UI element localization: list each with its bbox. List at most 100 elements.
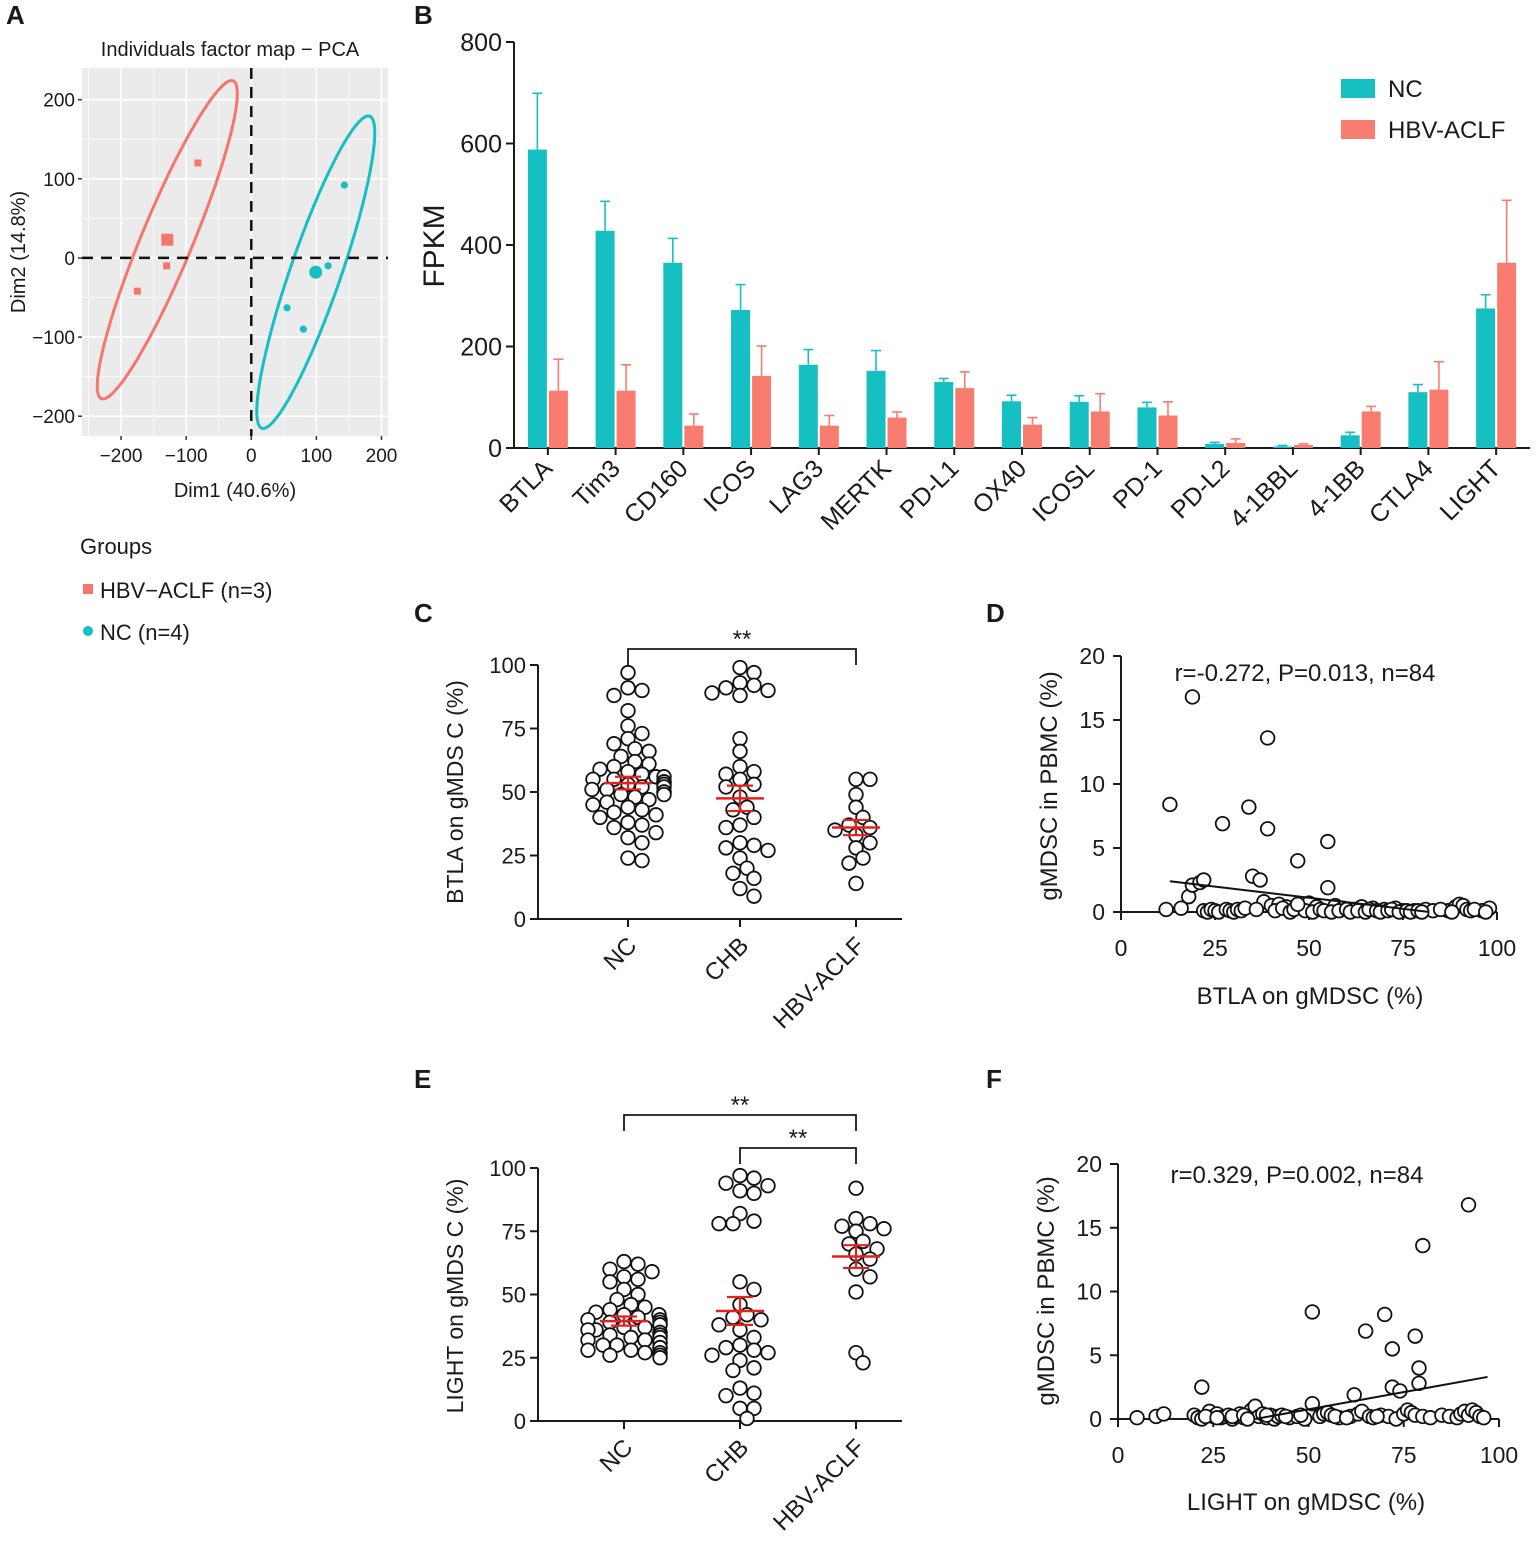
corr-x-tick-label: 100 (1480, 1442, 1518, 1468)
dot-point (599, 781, 615, 798)
dot-point (746, 870, 762, 887)
corr-y-tick-label: 10 (1079, 771, 1105, 797)
dot-point (862, 771, 878, 788)
dot-point (630, 1271, 646, 1288)
btla-dots (584, 659, 878, 904)
bar-aclf (1158, 415, 1178, 448)
corr-point (1194, 1379, 1210, 1395)
corr-point (1338, 1410, 1355, 1426)
panel-label-b: B (414, 0, 433, 30)
dot-point (637, 1332, 653, 1348)
dot-point (732, 1337, 748, 1353)
pca-y-tick-label: −200 (32, 407, 75, 428)
corr-point (1214, 815, 1231, 832)
corr-point (1476, 1410, 1492, 1426)
light-significance: ** ** (623, 1092, 857, 1164)
dot-point (606, 736, 622, 752)
pca-x-tick-label: −100 (165, 446, 208, 467)
dot-point (718, 1175, 734, 1191)
btla-axes: 0 25 50 75 100 (489, 653, 902, 932)
dot-point (732, 758, 748, 775)
significance-stars: ** (731, 1092, 750, 1119)
panel-label-e: E (414, 1064, 431, 1094)
bar-x-tick-label: 4-1BB (1302, 454, 1371, 523)
dot-y-tick-label: 0 (514, 907, 526, 932)
dot-point (718, 819, 734, 836)
pca-y-tick-label: 200 (43, 91, 75, 112)
bar-y-tick-label: 200 (460, 334, 502, 362)
dot-point (848, 1210, 864, 1227)
dot-point (725, 1309, 741, 1325)
bar-nc (1408, 392, 1428, 448)
dot-point (711, 1317, 727, 1333)
corr-point (1241, 799, 1257, 815)
dot-point (718, 840, 734, 856)
light-corr-annotation: r=0.329, P=0.002, n=84 (1171, 1162, 1424, 1189)
panel-label-f: F (986, 1064, 1002, 1094)
dot-point (827, 822, 843, 838)
dot-point (753, 1312, 769, 1328)
bar-x-tick-label: CTLA4 (1364, 454, 1439, 529)
corr-y-tick-label: 0 (1089, 1406, 1102, 1432)
bar-aclf (1361, 411, 1381, 448)
bar-aclf (955, 388, 975, 448)
btla-x-labels: NC CHB HBV-ACLF (599, 932, 871, 1034)
bar-aclf (1090, 411, 1110, 448)
pca-y-axis-label: Dim2 (14.8%) (8, 191, 30, 313)
dot-point (656, 786, 672, 803)
bar-aclf (548, 390, 568, 448)
corr-point (1156, 1406, 1172, 1422)
significance-bracket (739, 1147, 857, 1164)
dot-point (606, 758, 622, 775)
bar-nc (934, 382, 954, 448)
dot-point (644, 1264, 660, 1280)
btla-mean-bars (604, 775, 880, 837)
dot-point (855, 1355, 871, 1371)
dot-point (746, 1213, 762, 1229)
dot-point (746, 888, 762, 904)
dot-point (834, 1218, 850, 1234)
corr-point (1411, 1360, 1427, 1376)
dot-point (732, 743, 748, 760)
pca-point-nc (324, 262, 332, 270)
bar-x-tick-label: MERTK (815, 454, 897, 536)
bar-nc (663, 262, 683, 448)
pca-point-nc (299, 325, 307, 333)
pca-x-axis-label: Dim1 (40.6%) (174, 480, 296, 502)
panel-label-a: A (6, 0, 25, 30)
dot-point (746, 1185, 762, 1202)
corr-y-tick-label: 15 (1079, 707, 1105, 733)
dot-point (862, 1251, 878, 1267)
corr-y-tick-label: 0 (1092, 899, 1105, 925)
light-correlation-panel: 0 5 10 15 20 0 25 50 75 100 r=0.329, P=0.002, n=8… (1033, 1151, 1518, 1516)
corr-x-tick-label: 0 (1112, 1442, 1125, 1468)
corr-point (1196, 872, 1212, 888)
pca-reference-lines (82, 68, 388, 436)
bar-x-tick-label: BTLA (494, 454, 558, 518)
dot-point (602, 1301, 618, 1318)
bar-y-tick-label: 400 (460, 232, 502, 260)
pca-legend-nc-marker (83, 626, 93, 636)
corr-fit-line (1169, 880, 1430, 913)
pca-y-tick-label: −100 (32, 328, 75, 349)
dot-y-tick-label: 75 (502, 1219, 526, 1244)
bar-legend-nc-swatch (1341, 79, 1375, 98)
corr-point (1376, 1306, 1393, 1323)
corr-y-tick-label: 20 (1076, 1151, 1102, 1177)
pca-x-tick-label: 100 (301, 446, 333, 467)
dot-point (620, 703, 636, 719)
dot-point (732, 771, 748, 788)
significance-stars: ** (733, 626, 752, 653)
corr-x-tick-label: 50 (1296, 1442, 1322, 1468)
corr-y-tick-label: 20 (1079, 643, 1105, 669)
corr-point (1444, 904, 1460, 920)
dot-point (648, 824, 664, 841)
dot-point (848, 875, 864, 892)
bar-x-tick-label: Tim3 (567, 454, 625, 512)
dot-point (855, 850, 871, 866)
dot-point (620, 814, 636, 831)
dot-point (620, 799, 636, 815)
dot-point (718, 779, 734, 795)
bar-x-tick-label: ICOSL (1027, 454, 1100, 527)
